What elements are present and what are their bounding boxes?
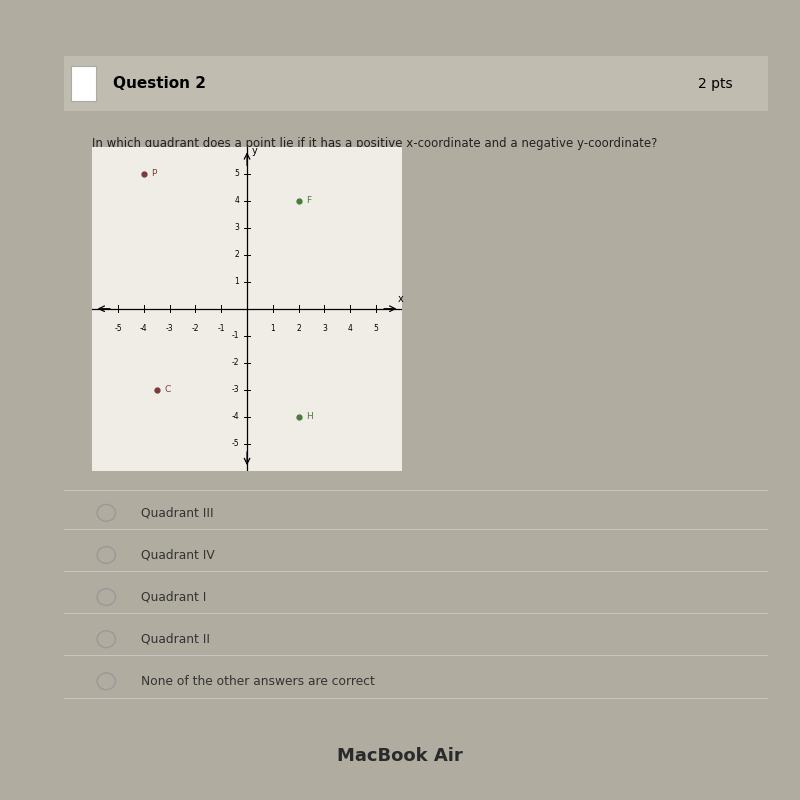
Text: Quadrant III: Quadrant III bbox=[142, 506, 214, 519]
FancyBboxPatch shape bbox=[71, 66, 96, 102]
Text: Quadrant II: Quadrant II bbox=[142, 633, 210, 646]
Text: Quadrant I: Quadrant I bbox=[142, 590, 207, 603]
Text: -5: -5 bbox=[232, 439, 239, 448]
FancyBboxPatch shape bbox=[64, 56, 768, 111]
Text: Quadrant IV: Quadrant IV bbox=[142, 549, 215, 562]
Text: 3: 3 bbox=[322, 323, 327, 333]
Text: 4: 4 bbox=[234, 196, 239, 206]
Text: MacBook Air: MacBook Air bbox=[337, 747, 463, 765]
Text: 5: 5 bbox=[234, 170, 239, 178]
Text: 1: 1 bbox=[270, 323, 275, 333]
Text: 1: 1 bbox=[234, 278, 239, 286]
Text: -1: -1 bbox=[218, 323, 225, 333]
Text: F: F bbox=[306, 196, 311, 206]
Text: -2: -2 bbox=[232, 358, 239, 367]
Text: 4: 4 bbox=[348, 323, 353, 333]
Text: x: x bbox=[398, 294, 403, 304]
Text: -5: -5 bbox=[114, 323, 122, 333]
Text: -2: -2 bbox=[192, 323, 199, 333]
Text: P: P bbox=[151, 170, 157, 178]
Text: y: y bbox=[252, 146, 258, 156]
Text: 2 pts: 2 pts bbox=[698, 77, 733, 90]
Text: 2: 2 bbox=[234, 250, 239, 259]
Text: Question 2: Question 2 bbox=[114, 76, 206, 91]
Text: 2: 2 bbox=[296, 323, 301, 333]
Text: In which quadrant does a point lie if it has a positive x-coordinate and a negat: In which quadrant does a point lie if it… bbox=[92, 137, 658, 150]
Text: None of the other answers are correct: None of the other answers are correct bbox=[142, 675, 375, 688]
Text: 5: 5 bbox=[374, 323, 378, 333]
Text: C: C bbox=[165, 386, 170, 394]
Text: -3: -3 bbox=[166, 323, 174, 333]
Text: H: H bbox=[306, 412, 313, 422]
Text: -3: -3 bbox=[232, 386, 239, 394]
Text: 3: 3 bbox=[234, 223, 239, 232]
Text: -1: -1 bbox=[232, 331, 239, 340]
Text: -4: -4 bbox=[232, 412, 239, 422]
Text: -4: -4 bbox=[140, 323, 147, 333]
